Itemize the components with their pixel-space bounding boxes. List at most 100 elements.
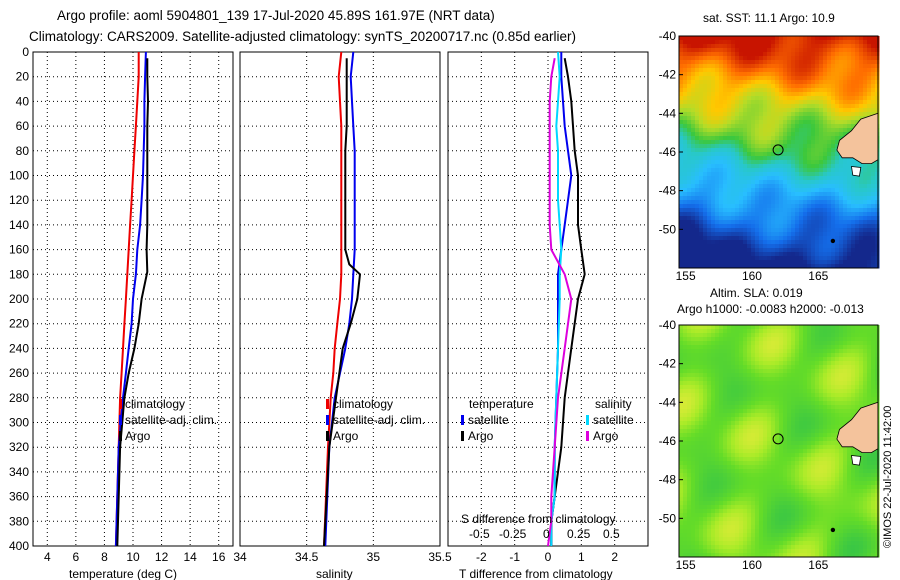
map-cell xyxy=(819,252,824,257)
map-cell xyxy=(815,401,820,406)
map-cell xyxy=(771,140,776,145)
map-cell xyxy=(775,252,780,257)
map-cell xyxy=(819,469,824,474)
map-cell xyxy=(815,441,820,446)
map-cell xyxy=(707,357,712,362)
map-cell xyxy=(875,385,880,390)
map-cell xyxy=(699,148,704,153)
map-cell xyxy=(831,60,836,65)
map-cell xyxy=(715,357,720,362)
map-cell xyxy=(823,264,828,269)
map-cell xyxy=(791,120,796,125)
x-tick-label: 1 xyxy=(578,550,585,564)
map-cell xyxy=(747,236,752,241)
map-cell xyxy=(811,196,816,201)
map-cell xyxy=(715,465,720,470)
map-cell xyxy=(791,445,796,450)
map-cell xyxy=(751,164,756,169)
map-cell xyxy=(703,36,708,41)
map-cell xyxy=(839,132,844,137)
map-cell xyxy=(799,64,804,69)
map-cell xyxy=(751,80,756,85)
map-cell xyxy=(803,393,808,398)
map-cell xyxy=(835,353,840,358)
map-cell xyxy=(847,264,852,269)
map-cell xyxy=(727,441,732,446)
map-cell xyxy=(783,200,788,205)
map-cell xyxy=(795,232,800,237)
map-cell xyxy=(739,449,744,454)
map-cell xyxy=(819,413,824,418)
map-cell xyxy=(695,417,700,422)
map-cell xyxy=(767,76,772,81)
map-cell xyxy=(775,341,780,346)
map-cell xyxy=(723,385,728,390)
map-cell xyxy=(855,92,860,97)
map-cell xyxy=(691,461,696,466)
map-cell xyxy=(743,172,748,177)
map-cell xyxy=(827,417,832,422)
map-cell xyxy=(803,68,808,73)
map-cell xyxy=(683,393,688,398)
map-cell xyxy=(811,349,816,354)
map-cell xyxy=(731,196,736,201)
map-cell xyxy=(727,365,732,370)
map-cell xyxy=(715,204,720,209)
legend-satellite-swatch xyxy=(119,415,122,425)
map-cell xyxy=(751,76,756,81)
map-cell xyxy=(695,333,700,338)
map-cell xyxy=(819,329,824,334)
map-cell xyxy=(755,132,760,137)
map-cell xyxy=(723,64,728,69)
map-cell xyxy=(799,144,804,149)
map-cell xyxy=(775,72,780,77)
map-cell xyxy=(723,425,728,430)
map-cell xyxy=(859,196,864,201)
map-cell xyxy=(815,260,820,265)
map-cell xyxy=(683,60,688,65)
map-cell xyxy=(819,433,824,438)
map-cell xyxy=(707,108,712,113)
map-cell xyxy=(875,240,880,245)
map-cell xyxy=(695,449,700,454)
map-cell xyxy=(787,397,792,402)
map-cell xyxy=(819,377,824,382)
map-cell xyxy=(775,152,780,157)
map-cell xyxy=(811,445,816,450)
map-cell xyxy=(799,337,804,342)
map-cell xyxy=(739,104,744,109)
map-cell xyxy=(763,393,768,398)
map-cell xyxy=(767,389,772,394)
map-cell xyxy=(811,329,816,334)
x-tick-label: 14 xyxy=(183,550,197,564)
map-cell xyxy=(815,469,820,474)
map-cell xyxy=(731,353,736,358)
map-cell xyxy=(763,72,768,77)
map-cell xyxy=(815,208,820,213)
map-cell xyxy=(691,433,696,438)
map-cell xyxy=(739,56,744,61)
map-cell xyxy=(771,333,776,338)
legend-climatology-swatch xyxy=(119,399,122,409)
legend-climatology-label: climatology xyxy=(333,397,393,411)
map-cell xyxy=(835,405,840,410)
map-cell xyxy=(727,52,732,57)
map-cell xyxy=(815,248,820,253)
map-cell xyxy=(787,409,792,414)
map-cell xyxy=(807,437,812,442)
map-cell xyxy=(711,116,716,121)
map-cell xyxy=(783,461,788,466)
map-cell xyxy=(743,264,748,269)
map-cell xyxy=(875,469,880,474)
map-cell xyxy=(835,357,840,362)
map-cell xyxy=(703,212,708,217)
map-cell xyxy=(823,200,828,205)
map-cell xyxy=(803,228,808,233)
map-cell xyxy=(755,433,760,438)
map-cell xyxy=(815,369,820,374)
map-cell xyxy=(735,128,740,133)
map-cell xyxy=(699,381,704,386)
map-cell xyxy=(731,349,736,354)
map-cell xyxy=(875,192,880,197)
map-cell xyxy=(763,228,768,233)
